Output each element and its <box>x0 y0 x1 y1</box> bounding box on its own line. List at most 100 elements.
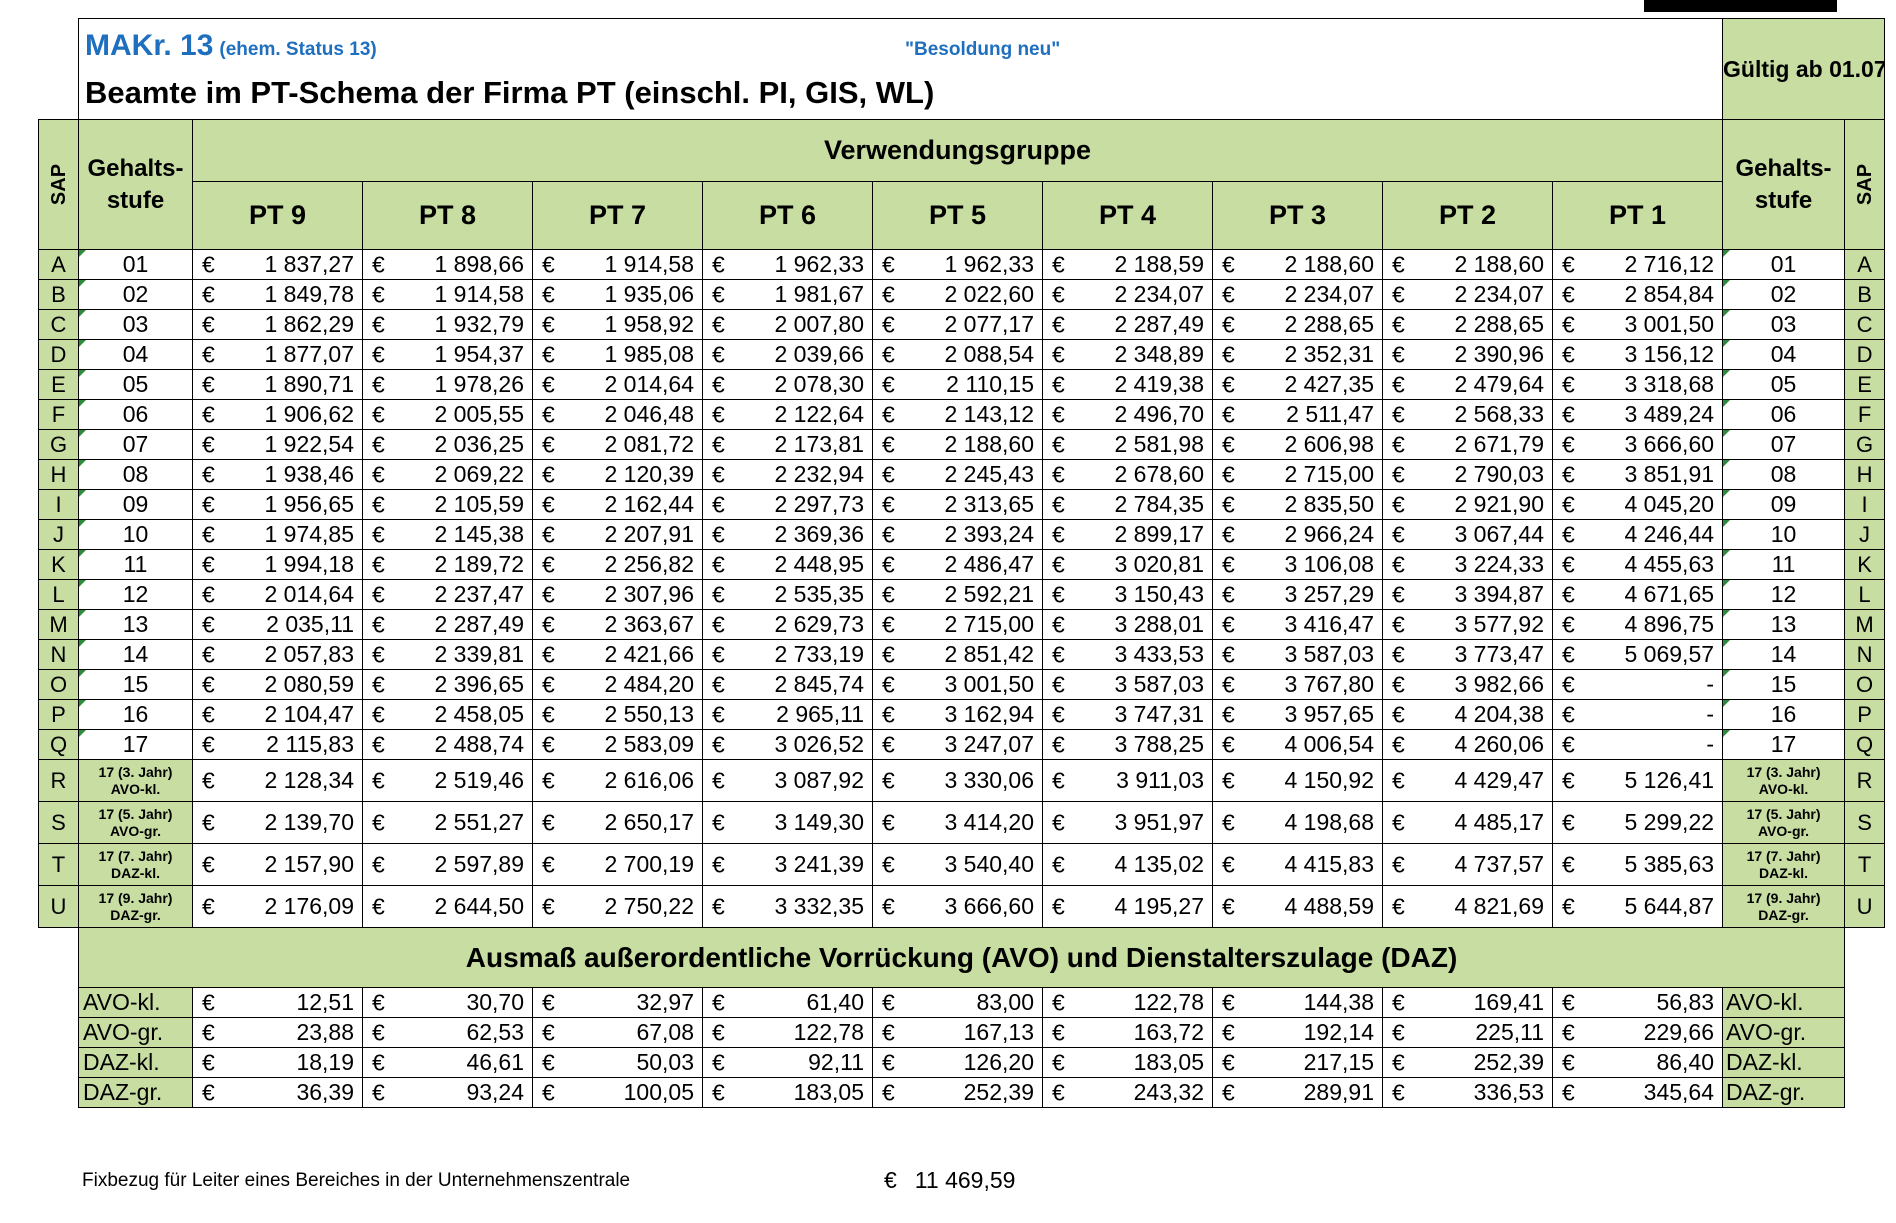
currency-symbol: € <box>1052 401 1065 427</box>
sap-code-left: A <box>38 249 79 280</box>
salary-amount: 2 458,05 <box>434 701 524 727</box>
salary-amount: 2 965,11 <box>776 701 864 727</box>
salary-amount: 225,11 <box>1475 1019 1544 1045</box>
currency-symbol: € <box>712 341 725 367</box>
salary-amount: 2 486,47 <box>944 551 1034 577</box>
stufe-number: 16 <box>1770 701 1797 727</box>
salary-amount: 2 339,81 <box>434 641 524 667</box>
salary-cell: € - <box>1551 699 1724 730</box>
salary-amount: 289,91 <box>1303 1079 1374 1105</box>
currency-symbol: € <box>1392 701 1405 727</box>
currency-symbol: € <box>1052 809 1065 835</box>
salary-cell: €2 128,34 <box>192 759 363 802</box>
currency-symbol: € <box>1222 893 1235 919</box>
salary-amount: 2 046,48 <box>604 401 694 427</box>
salary-amount: 32,97 <box>636 989 694 1015</box>
sap-code-left: G <box>38 429 79 460</box>
currency-symbol: € <box>1222 341 1235 367</box>
salary-amount: 1 985,08 <box>604 341 694 367</box>
salary-amount: 1 898,66 <box>434 251 524 277</box>
salary-amount: 2 581,98 <box>1114 431 1204 457</box>
currency-symbol: € <box>1222 251 1235 277</box>
currency-symbol: € <box>542 641 555 667</box>
salary-cell: €2 104,47 <box>192 699 363 730</box>
stufe-number: 04 <box>1770 341 1797 367</box>
stufe-number: 06 <box>1770 401 1797 427</box>
salary-amount: - <box>1706 671 1715 697</box>
salary-amount: 3 666,60 <box>944 893 1034 919</box>
currency-symbol: € <box>1052 1049 1065 1075</box>
salary-amount: 1 914,58 <box>604 251 694 277</box>
salary-cell: €3 087,92 <box>702 759 873 802</box>
salary-cell: €4 429,47 <box>1382 759 1553 802</box>
salary-cell: €2 143,12 <box>872 399 1043 430</box>
pt-group-header: PT 4 <box>1042 181 1213 250</box>
salary-amount: 5 069,57 <box>1624 641 1715 667</box>
avo-label-right: DAZ-gr. <box>1722 1077 1846 1108</box>
sap-code-left: C <box>38 309 79 340</box>
salary-cell: €50,03 <box>532 1047 703 1078</box>
currency-symbol: € <box>882 1079 895 1105</box>
stufe-number: 13 <box>1770 611 1797 637</box>
currency-symbol: € <box>712 989 725 1015</box>
salary-cell: €2 352,31 <box>1212 339 1383 370</box>
sap-code-left: H <box>38 459 79 490</box>
salary-cell: €1 862,29 <box>192 309 363 340</box>
gehaltsstufe-cell-left: 09 <box>78 489 193 520</box>
salary-amount: 2 550,13 <box>604 701 694 727</box>
salary-cell: €2 157,90 <box>192 843 363 886</box>
salary-cell: €1 958,92 <box>532 309 703 340</box>
salary-cell: €2 035,11 <box>192 609 363 640</box>
avo-label-right: DAZ-kl. <box>1722 1047 1846 1078</box>
currency-symbol: € <box>712 1079 725 1105</box>
salary-cell: €2 396,65 <box>362 669 533 700</box>
salary-cell: €2 551,27 <box>362 801 533 844</box>
salary-cell: €2 288,65 <box>1212 309 1383 340</box>
salary-amount: 2 080,59 <box>264 671 354 697</box>
avo-label-left: DAZ-gr. <box>78 1077 193 1108</box>
gehaltsstufe-cell-left: 16 <box>78 699 193 730</box>
currency-symbol: € <box>1562 731 1575 757</box>
gehaltsstufe-cell-right: 17 (7. Jahr) DAZ-kl. <box>1722 843 1846 886</box>
gehaltsstufe-cell-right: 13 <box>1722 609 1846 640</box>
salary-amount: 2 535,35 <box>774 581 864 607</box>
currency-symbol: € <box>712 731 725 757</box>
salary-amount: 2 396,65 <box>434 671 524 697</box>
valid-date: Gültig ab 01.07.2021 <box>1722 18 1886 120</box>
salary-cell: €1 922,54 <box>192 429 363 460</box>
stufe-number: 03 <box>122 311 149 337</box>
currency-symbol: € <box>1562 851 1575 877</box>
salary-cell: €2 234,07 <box>1042 279 1213 310</box>
currency-symbol: € <box>712 1019 725 1045</box>
gehaltsstufe-cell-right: 17 (3. Jahr) AVO-kl. <box>1722 759 1846 802</box>
salary-amount: 2 715,00 <box>944 611 1034 637</box>
salary-cell: €2 046,48 <box>532 399 703 430</box>
currency-symbol: € <box>1392 731 1405 757</box>
salary-amount: 3 540,40 <box>944 851 1034 877</box>
gehaltsstufe-cell-right: 01 <box>1722 249 1846 280</box>
gehaltsstufe-cell-right: 02 <box>1722 279 1846 310</box>
currency-symbol: € <box>202 581 215 607</box>
salary-cell: €3 851,91 <box>1551 459 1724 490</box>
salary-amount: 2 606,98 <box>1284 431 1374 457</box>
sap-header-left: SAP <box>38 119 79 250</box>
salary-amount: 2 297,73 <box>774 491 864 517</box>
currency-symbol: € <box>882 671 895 697</box>
currency-symbol: € <box>1392 581 1405 607</box>
salary-cell: €62,53 <box>362 1017 533 1048</box>
salary-cell: €3 332,35 <box>702 885 873 928</box>
currency-symbol: € <box>1222 1049 1235 1075</box>
salary-cell: €5 126,41 <box>1551 759 1724 802</box>
currency-symbol: € <box>372 851 385 877</box>
salary-cell: €18,19 <box>192 1047 363 1078</box>
salary-amount: 192,14 <box>1303 1019 1374 1045</box>
gehaltsstufe-cell-left: 17 (5. Jahr) AVO-gr. <box>78 801 193 844</box>
currency-symbol: € <box>1392 989 1405 1015</box>
currency-symbol: € <box>1222 311 1235 337</box>
salary-amount: 2 162,44 <box>604 491 694 517</box>
currency-symbol: € <box>882 767 895 793</box>
salary-cell: €32,97 <box>532 987 703 1018</box>
currency-symbol: € <box>202 1049 215 1075</box>
table-row: U 17 (9. Jahr) DAZ-gr. €2 176,09 €2 644,50 €2… <box>38 885 1886 928</box>
salary-amount: 126,20 <box>963 1049 1034 1075</box>
